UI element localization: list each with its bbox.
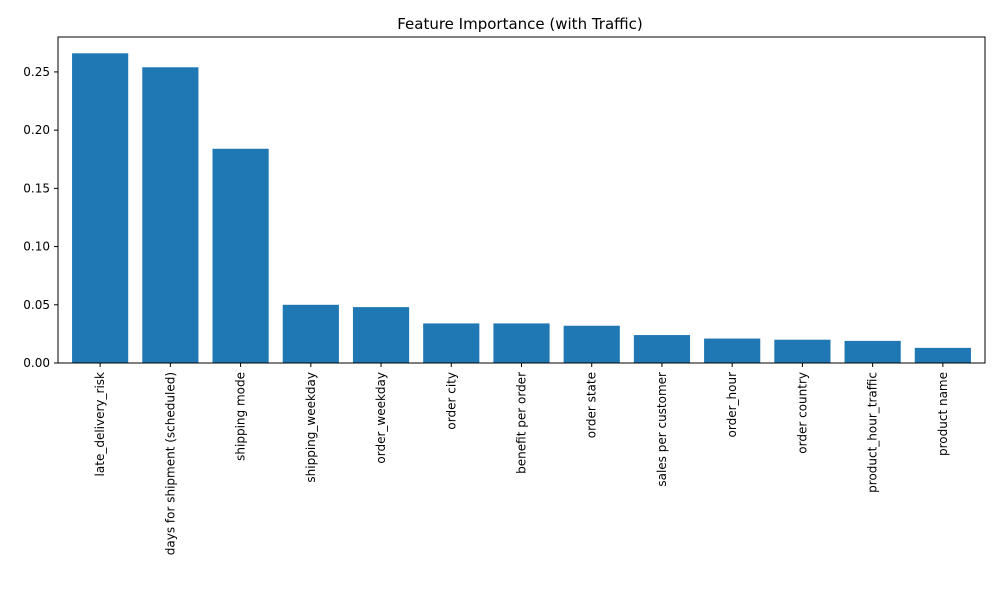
x-tick-label: product_hour_traffic (866, 372, 880, 493)
x-tick-label: sales per customer (655, 372, 669, 487)
y-tick-label: 0.20 (23, 123, 50, 137)
bar-order-country (774, 339, 831, 363)
y-tick-label: 0.15 (23, 181, 50, 195)
x-tick-label: shipping_weekday (304, 372, 318, 483)
x-tick-label: order city (444, 372, 458, 430)
x-tick-label: days for shipment (scheduled) (163, 372, 177, 555)
y-tick-label: 0.00 (23, 356, 50, 370)
bar-days-for-shipment-scheduled- (142, 67, 199, 364)
bar-late-delivery-risk (72, 53, 129, 364)
y-tick-label: 0.25 (23, 65, 50, 79)
bar-sales-per-customer (633, 335, 691, 363)
x-tick-label: late_delivery_risk (93, 372, 107, 476)
bar-order-weekday (352, 307, 410, 363)
y-tick-label: 0.10 (23, 240, 50, 254)
bar-benefit-per-order (493, 323, 550, 363)
bar-product-name (914, 347, 971, 363)
x-tick-label: product name (936, 372, 950, 456)
x-tick-label: order state (585, 372, 599, 438)
y-tick-label: 0.05 (23, 298, 50, 312)
plot-frame (57, 36, 986, 364)
x-tick-label: shipping mode (234, 372, 248, 461)
chart-title: Feature Importance (with Traffic) (397, 15, 643, 33)
bar-order-hour (704, 338, 761, 363)
bar-shipping-weekday (282, 304, 339, 363)
x-axis: late_delivery_risk days for shipment (sch… (93, 363, 950, 555)
x-tick-label: order country (795, 372, 809, 454)
x-tick-label: order_weekday (374, 372, 388, 464)
y-axis: 0.00 0.05 0.10 0.15 0.20 0.25 (23, 65, 58, 370)
bar-order-state (563, 325, 620, 363)
x-tick-label: benefit per order (515, 372, 529, 474)
x-tick-label: order_hour (725, 372, 739, 438)
bar-product-hour-traffic (844, 340, 901, 363)
bar-shipping-mode (212, 148, 269, 363)
bar-order-city (423, 323, 480, 363)
bars-group (72, 53, 971, 364)
